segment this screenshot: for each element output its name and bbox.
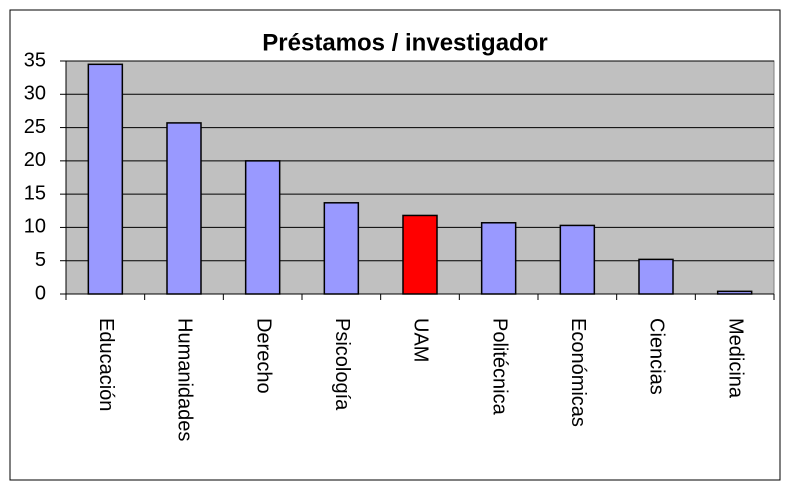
x-tick-label: UAM bbox=[410, 318, 432, 362]
y-tick-label: 15 bbox=[24, 182, 46, 204]
bar bbox=[716, 290, 753, 295]
y-tick-label: 20 bbox=[24, 149, 46, 171]
y-tick-label: 30 bbox=[24, 83, 46, 105]
x-tick-label: Derecho bbox=[252, 318, 274, 394]
bar bbox=[402, 214, 438, 295]
x-tick-label: Ciencias bbox=[646, 318, 668, 395]
x-tick-label: Económicas bbox=[567, 318, 589, 427]
y-tick-label: 5 bbox=[35, 249, 46, 271]
y-tick-label: 10 bbox=[24, 216, 46, 238]
bar bbox=[638, 258, 674, 295]
y-tick-label: 35 bbox=[24, 49, 46, 71]
chart-title: Préstamos / investigador bbox=[262, 29, 547, 56]
x-tick-label: Psicología bbox=[331, 318, 353, 411]
bar bbox=[244, 160, 281, 295]
y-tick-label: 0 bbox=[35, 282, 46, 304]
x-tick-label: Humanidades bbox=[174, 318, 196, 441]
bar bbox=[559, 224, 596, 295]
bar bbox=[166, 122, 202, 295]
bar bbox=[87, 63, 124, 295]
bar bbox=[323, 202, 360, 295]
y-tick-label: 25 bbox=[24, 116, 46, 138]
x-tick-label: Medicina bbox=[724, 318, 746, 399]
bar bbox=[480, 222, 517, 295]
x-tick-label: Politécnica bbox=[488, 318, 510, 416]
x-tick-label: Educación bbox=[95, 318, 117, 411]
